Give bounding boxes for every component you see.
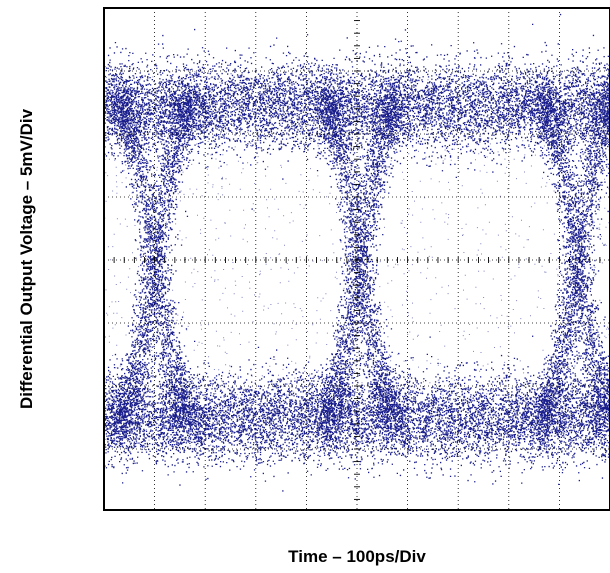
y-axis-title: Differential Output Voltage – 5mV/Div <box>17 108 36 409</box>
plot-frame <box>103 7 610 511</box>
crossing-1 <box>104 58 214 465</box>
high-level-rail <box>104 13 610 210</box>
crossing-3 <box>523 63 610 463</box>
graticule <box>103 7 610 510</box>
x-axis-title: Time – 100ps/Div <box>288 547 426 566</box>
crossing-2 <box>305 58 419 465</box>
